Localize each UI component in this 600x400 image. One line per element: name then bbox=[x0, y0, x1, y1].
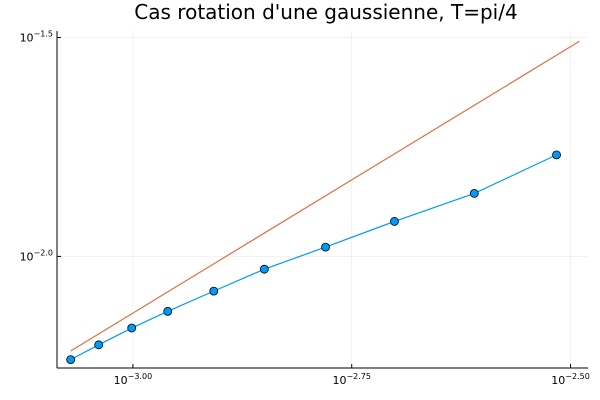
y-tick-label-base-0: 10 bbox=[20, 250, 34, 263]
series-line-1 bbox=[70, 40, 580, 352]
series-0-point-0 bbox=[66, 355, 76, 365]
series-0-point-2 bbox=[127, 323, 137, 333]
x-tick-label-1: 10−2.75 bbox=[332, 372, 371, 387]
y-tick-label-exp-0: −2.0 bbox=[34, 248, 53, 257]
series-0-point-9 bbox=[552, 150, 561, 160]
y-tick-label-0: 10−2.0 bbox=[20, 248, 53, 263]
series-line-0 bbox=[70, 154, 557, 361]
series-0-point-6 bbox=[321, 242, 330, 252]
axes bbox=[56, 31, 588, 369]
series-0-point-8 bbox=[469, 188, 479, 198]
data-series bbox=[66, 40, 580, 365]
y-tick-label-base-1: 10 bbox=[20, 32, 34, 45]
series-0-point-5 bbox=[259, 264, 269, 274]
series-0-point-4 bbox=[209, 286, 219, 296]
series-0-point-1 bbox=[94, 340, 104, 350]
y-tick-label-exp-1: −1.5 bbox=[34, 30, 53, 39]
x-tick-label-base-1: 10 bbox=[332, 374, 346, 387]
series-0-point-7 bbox=[390, 217, 399, 226]
y-tick-labels: 10−2.010−1.5 bbox=[20, 30, 53, 264]
grid-lines bbox=[57, 31, 588, 368]
x-tick-label-exp-1: −2.75 bbox=[346, 372, 371, 381]
x-tick-label-exp-2: −2.50 bbox=[565, 372, 590, 381]
x-tick-label-2: 10−2.50 bbox=[551, 372, 590, 387]
chart-title: Cas rotation d'une gaussienne, T=pi/4 bbox=[134, 0, 517, 24]
y-tick-label-1: 10−1.5 bbox=[20, 30, 53, 45]
x-tick-label-exp-0: −3.00 bbox=[128, 372, 153, 381]
x-tick-label-base-0: 10 bbox=[114, 374, 128, 387]
x-tick-label-0: 10−3.00 bbox=[114, 372, 153, 387]
x-tick-labels: 10−3.00 10−2.75 10−2.50 bbox=[114, 372, 590, 387]
x-tick-label-base-2: 10 bbox=[551, 374, 565, 387]
series-0-point-3 bbox=[163, 306, 173, 316]
